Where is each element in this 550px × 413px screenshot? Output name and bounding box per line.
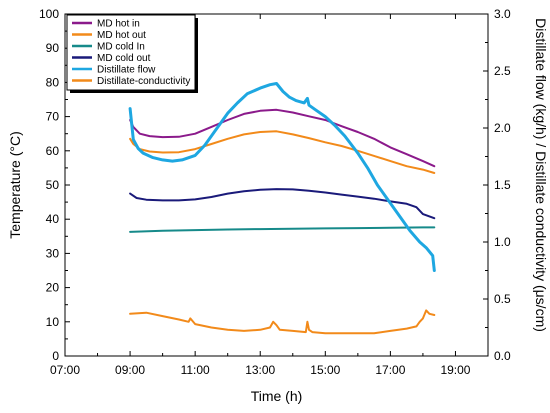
y-tick-label: 40 bbox=[46, 212, 60, 226]
legend-label: MD hot in bbox=[97, 19, 140, 30]
legend-label: Distillate-conductivity bbox=[97, 76, 190, 87]
y2-tick-label: 1.0 bbox=[494, 235, 511, 249]
y-tick-label: 30 bbox=[46, 246, 60, 260]
x-axis: 07:00 09:00 11:00 13:00 15:00 17:00 19:00 bbox=[50, 14, 471, 377]
series-line-6 bbox=[129, 309, 436, 335]
y2-tick-label: 2.0 bbox=[494, 121, 511, 135]
y-tick-label: 50 bbox=[46, 178, 60, 192]
y-tick-label: 90 bbox=[46, 41, 60, 55]
series-line-5 bbox=[128, 82, 436, 272]
series-line-1 bbox=[129, 108, 436, 168]
y2-axis-title: Distillate flow (kg/h) / Distillate cond… bbox=[533, 18, 549, 332]
legend-label: MD cold out bbox=[97, 53, 151, 64]
x-tick-label: 13:00 bbox=[245, 363, 275, 377]
y-tick-label: 100 bbox=[39, 7, 59, 21]
x-tick-label: 15:00 bbox=[310, 363, 340, 377]
y-tick-label: 20 bbox=[46, 281, 60, 295]
y2-tick-label: 2.5 bbox=[494, 64, 511, 78]
x-tick-label: 07:00 bbox=[50, 363, 80, 377]
x-tick-label: 09:00 bbox=[115, 363, 145, 377]
y2-tick-label: 3.0 bbox=[494, 7, 511, 21]
x-tick-label: 17:00 bbox=[375, 363, 405, 377]
y2-tick-label: 1.5 bbox=[494, 178, 511, 192]
legend-label: MD cold In bbox=[97, 42, 145, 53]
legend-box bbox=[66, 14, 196, 91]
x-axis-title: Time (h) bbox=[251, 388, 303, 404]
series-line-2 bbox=[129, 130, 436, 174]
y-tick-label: 0 bbox=[52, 349, 59, 363]
y-axis-left: 0 10 20 30 40 50 60 70 80 90 100 bbox=[39, 7, 70, 363]
x-tick-label: 19:00 bbox=[440, 363, 470, 377]
series-line-3 bbox=[129, 226, 436, 233]
y-tick-label: 80 bbox=[46, 75, 60, 89]
y2-tick-label: 0.0 bbox=[494, 349, 511, 363]
y2-tick-label: 0.5 bbox=[494, 292, 511, 306]
y-axis-title: Temperature (°C) bbox=[7, 131, 23, 239]
series-line-4 bbox=[129, 188, 436, 220]
x-tick-label: 11:00 bbox=[181, 363, 210, 377]
y-axis-right: 0.0 0.5 1.0 1.5 2.0 2.5 3.0 bbox=[483, 7, 511, 363]
legend-label: MD hot out bbox=[97, 30, 146, 41]
y-tick-label: 70 bbox=[46, 110, 60, 124]
legend-label: Distillate flow bbox=[97, 65, 156, 76]
series-layer bbox=[128, 82, 436, 335]
y-tick-label: 10 bbox=[46, 315, 60, 329]
y-tick-label: 60 bbox=[46, 144, 60, 158]
